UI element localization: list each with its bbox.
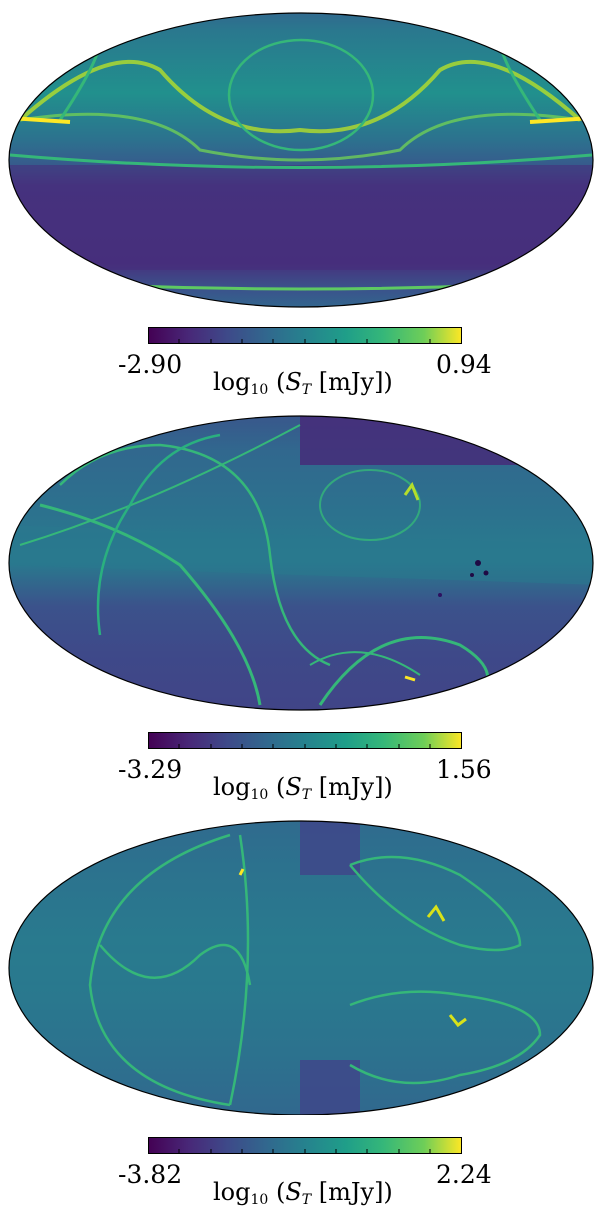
colorbar-3-min-label: -3.82 — [118, 1160, 183, 1189]
colorbar-3 — [148, 1137, 462, 1154]
colorbar-2-min-label: -3.29 — [118, 755, 183, 784]
mollweide-map-2 — [8, 415, 594, 711]
mollweide-map-1 — [8, 12, 594, 308]
colorbar-1-title: log10 (ST [mJy]) — [213, 368, 393, 398]
sky-map-panel-2: -3.29 1.56 log10 (ST [mJy]) — [0, 405, 602, 807]
sky-map-panel-3: -3.82 2.24 log10 (ST [mJy]) — [0, 805, 602, 1207]
sky-map-panel-1: -2.90 0.94 log10 (ST [mJy]) — [0, 0, 602, 402]
colorbar-2 — [148, 732, 462, 749]
mollweide-map-3 — [8, 820, 594, 1115]
colorbar-2-title: log10 (ST [mJy]) — [213, 773, 393, 803]
colorbar-1-max-label: 0.94 — [436, 350, 492, 379]
colorbar-1-min-label: -2.90 — [118, 350, 183, 379]
colorbar-3-title: log10 (ST [mJy]) — [213, 1178, 393, 1208]
colorbar-2-max-label: 1.56 — [436, 755, 492, 784]
colorbar-3-max-label: 2.24 — [436, 1160, 492, 1189]
colorbar-1 — [148, 327, 462, 344]
